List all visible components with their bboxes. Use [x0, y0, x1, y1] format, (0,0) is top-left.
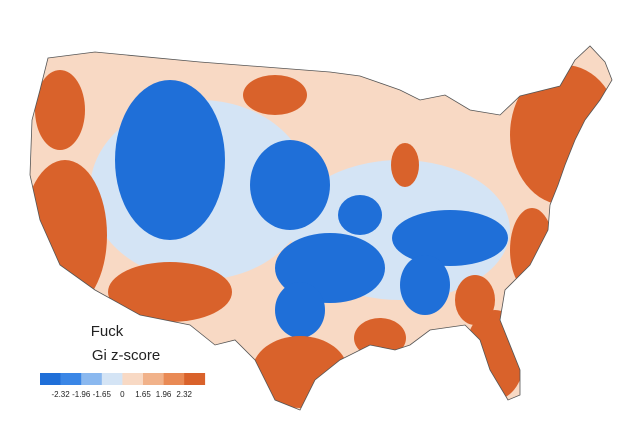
legend-swatch — [122, 373, 144, 385]
legend-subtitle: Gi z-score — [92, 347, 160, 364]
legend-tick-label: -1.65 — [93, 390, 112, 399]
legend-tick-label: 1.96 — [156, 390, 172, 399]
legend-swatch — [81, 373, 103, 385]
legend-tick-label: -2.32 — [51, 390, 70, 399]
legend-swatch — [101, 373, 123, 385]
legend-swatch — [40, 373, 61, 385]
us-outline — [29, 45, 613, 411]
legend-swatch — [60, 373, 82, 385]
legend-tick-label: 0 — [120, 390, 125, 399]
legend-swatch — [184, 373, 206, 385]
legend-title: Fuck — [91, 323, 124, 340]
legend-swatch — [163, 373, 185, 385]
legend-tick-label: 1.65 — [135, 390, 151, 399]
legend-tick-label: 2.32 — [176, 390, 192, 399]
legend-swatch — [143, 373, 164, 385]
legend: -2.32 -1.96 -1.65 0 1.65 1.96 2.32 — [40, 373, 206, 399]
legend-tick-label: -1.96 — [72, 390, 91, 399]
